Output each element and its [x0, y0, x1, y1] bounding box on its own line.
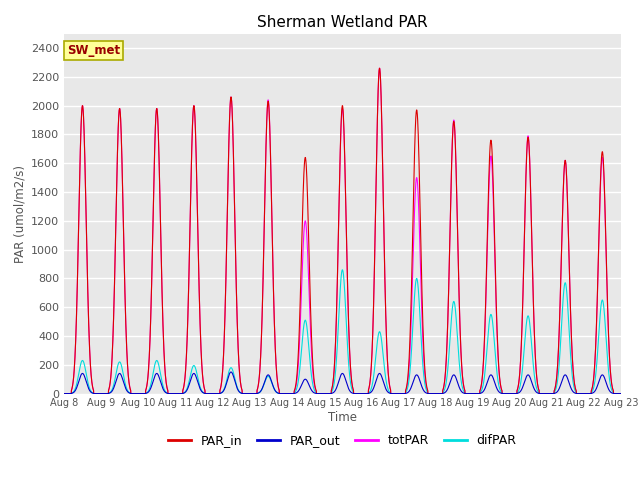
PAR_in — [546, 391, 554, 396]
PAR_in — [60, 391, 68, 396]
difPAR — [546, 391, 554, 396]
totPAR — [60, 391, 68, 396]
totPAR — [546, 391, 554, 396]
PAR_in — [274, 379, 282, 385]
difPAR — [606, 380, 614, 386]
PAR_out — [606, 389, 614, 395]
difPAR — [60, 391, 68, 396]
PAR_out — [227, 369, 235, 375]
totPAR — [606, 364, 614, 370]
Title: Sherman Wetland PAR: Sherman Wetland PAR — [257, 15, 428, 30]
difPAR — [339, 267, 346, 273]
PAR_out — [124, 389, 131, 395]
totPAR — [157, 223, 164, 229]
totPAR — [617, 391, 625, 396]
PAR_out — [617, 391, 625, 396]
Y-axis label: PAR (umol/m2/s): PAR (umol/m2/s) — [13, 165, 27, 263]
PAR_out — [298, 382, 306, 387]
difPAR — [124, 387, 131, 393]
totPAR — [298, 284, 305, 289]
difPAR — [157, 371, 164, 377]
Legend: PAR_in, PAR_out, totPAR, difPAR: PAR_in, PAR_out, totPAR, difPAR — [163, 429, 522, 452]
PAR_out — [274, 390, 282, 396]
totPAR — [376, 65, 383, 71]
PAR_in — [376, 65, 383, 71]
difPAR — [617, 391, 625, 396]
PAR_out — [546, 391, 554, 396]
difPAR — [274, 390, 282, 396]
PAR_out — [157, 379, 164, 384]
totPAR — [124, 361, 131, 367]
difPAR — [298, 345, 305, 351]
PAR_in — [157, 223, 164, 229]
X-axis label: Time: Time — [328, 411, 357, 424]
PAR_out — [60, 391, 68, 396]
PAR_in — [606, 363, 614, 369]
Line: totPAR: totPAR — [64, 68, 621, 394]
PAR_in — [298, 245, 305, 251]
Line: PAR_out: PAR_out — [64, 372, 621, 394]
totPAR — [274, 379, 282, 385]
Text: SW_met: SW_met — [67, 44, 120, 58]
Line: difPAR: difPAR — [64, 270, 621, 394]
PAR_in — [124, 361, 131, 367]
Line: PAR_in: PAR_in — [64, 68, 621, 394]
PAR_in — [617, 391, 625, 396]
